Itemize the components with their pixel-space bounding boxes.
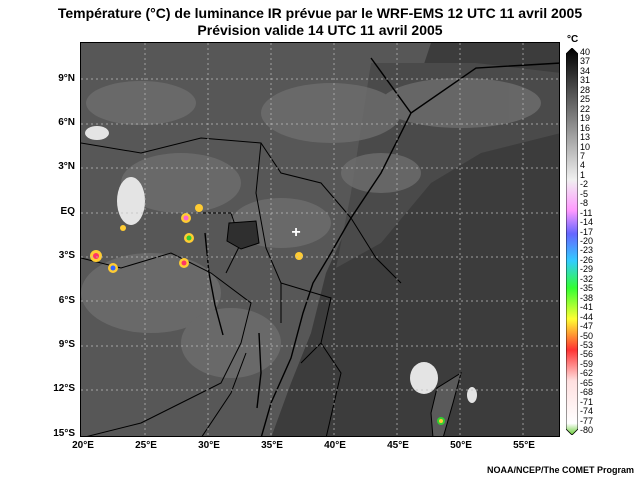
lat-label: 6°S [58, 295, 75, 306]
coastline [260, 57, 559, 436]
map-subtitle: Prévision valide 14 UTC 11 avril 2005 [197, 22, 443, 38]
lake-tanganyika [204, 232, 224, 336]
colorbar-tick-label: 40 [580, 47, 591, 57]
colorbar-tick-label: 13 [580, 132, 591, 143]
lon-label: 55°E [513, 440, 535, 451]
colorbar-tick-label: 34 [580, 65, 591, 76]
colorbar-tick-label: -80 [580, 425, 594, 435]
colorbar-tick-label: -47 [580, 321, 594, 332]
country-borders [81, 137, 402, 436]
lat-label: 12°S [53, 383, 75, 394]
colorbar-tick-label: -50 [580, 330, 594, 341]
colorbar-tick-label: -20 [580, 236, 594, 246]
colorbar-unit: °C [567, 34, 579, 45]
colorbar-gradient [566, 48, 578, 435]
ir-temperature-map: + [80, 42, 560, 437]
colorbar-tick-label: -11 [580, 207, 593, 218]
colorbar-tick-label: 28 [580, 84, 591, 95]
colorbar-tick-label: -62 [580, 368, 594, 379]
lon-label: 35°E [261, 440, 283, 451]
colorbar-tick-label: -38 [580, 292, 594, 303]
map-title: Température (°C) de luminance IR prévue … [57, 5, 583, 21]
colorbar-tick-label: -26 [580, 254, 594, 265]
lat-label: 6°N [58, 117, 75, 128]
lake-victoria [226, 220, 260, 250]
lon-label: 30°E [198, 440, 220, 451]
lat-label: EQ [60, 206, 75, 217]
colorbar-tick-label: -77 [580, 415, 594, 426]
colorbar-tick-label: -68 [580, 387, 594, 398]
colorbar-tick-label: -32 [580, 273, 594, 284]
colorbar-tick-label: 19 [580, 113, 591, 124]
credit-text: NOAA/NCEP/The COMET Program [486, 465, 634, 475]
colorbar-tick-label: -29 [580, 264, 594, 275]
colorbar-tick-label: -5 [580, 188, 589, 199]
colorbar-tick-label: 1 [580, 169, 586, 180]
colorbar-tick-label: -35 [580, 283, 594, 294]
map-canvas: + [81, 43, 559, 436]
colorbar-tick-label: 10 [580, 141, 591, 152]
colorbar-tick-label: 31 [580, 75, 591, 86]
colorbar-tick-label: -14 [580, 217, 594, 228]
lon-label: 20°E [72, 440, 94, 451]
colorbar-tick-label: -74 [580, 406, 594, 417]
colorbar-tick-label: -41 [580, 302, 594, 313]
lake-malawi [256, 332, 262, 409]
colorbar-tick-label: -56 [580, 349, 594, 360]
colorbar-tick-label: -23 [580, 245, 594, 256]
colorbar-tick-label: -65 [580, 377, 594, 388]
lat-label: 3°N [58, 161, 75, 172]
lon-label: 25°E [135, 440, 157, 451]
lat-label: 15°S [53, 428, 75, 439]
lat-label: 9°S [58, 339, 75, 350]
colorbar-tick-label: -59 [580, 358, 594, 369]
lon-label: 45°E [387, 440, 409, 451]
graticule [81, 43, 559, 436]
colorbar-tick-label: 22 [580, 103, 591, 114]
colorbar-tick-label: -2 [580, 179, 589, 190]
colorbar-tick-label: -71 [580, 396, 594, 407]
colorbar-tick-label: -44 [580, 311, 594, 322]
lon-label: 40°E [324, 440, 346, 451]
location-marker: + [291, 224, 300, 241]
colorbar-tick-label: -17 [580, 226, 594, 237]
colorbar-tick-label: 37 [580, 56, 591, 67]
colorbar-tick-label: 7 [580, 150, 586, 161]
colorbar-tick-label: 4 [580, 160, 586, 171]
convective-cells [90, 204, 445, 425]
lat-label: 3°S [58, 250, 75, 261]
colorbar-tick-label: -53 [580, 339, 594, 350]
cloud-texture [81, 78, 541, 378]
colorbar-tick-label: -8 [580, 198, 589, 209]
lat-label: 9°N [58, 73, 75, 84]
lon-label: 50°E [450, 440, 472, 451]
colorbar-tick-label: 25 [580, 94, 591, 105]
colorbar: 40 37 34 31 28 25 22 19 16 13 10 7 4 1 -2 -5 -8 -11 -14 -17… [566, 48, 640, 435]
colorbar-tick-label: 16 [580, 122, 591, 133]
